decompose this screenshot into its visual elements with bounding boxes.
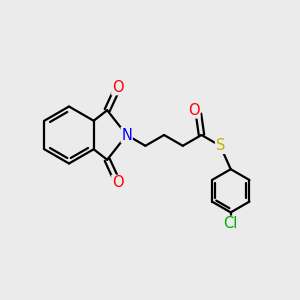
Text: N: N bbox=[121, 128, 132, 142]
Text: S: S bbox=[215, 138, 225, 153]
Text: O: O bbox=[112, 175, 124, 190]
Text: Cl: Cl bbox=[224, 216, 238, 231]
Text: O: O bbox=[112, 80, 124, 95]
Text: O: O bbox=[188, 103, 200, 118]
